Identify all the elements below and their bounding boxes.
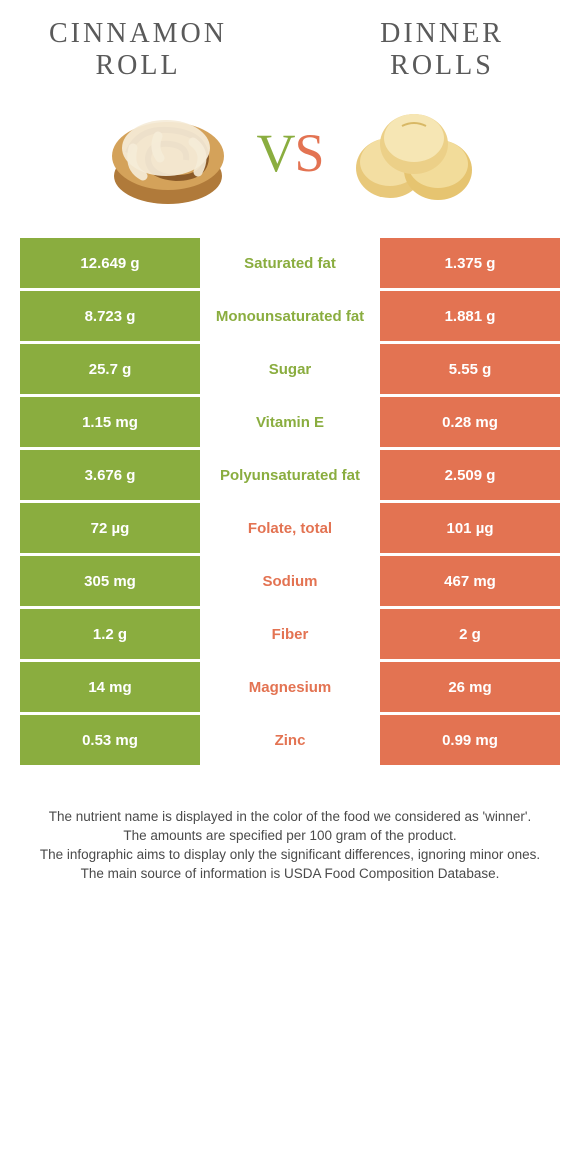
cinnamon-roll-icon	[98, 98, 238, 208]
header-row: CINNAMONROLL DINNERROLLS	[0, 0, 580, 88]
value-right: 2.509 g	[380, 450, 560, 500]
value-right: 26 mg	[380, 662, 560, 712]
vs-s: S	[294, 123, 323, 183]
value-right: 5.55 g	[380, 344, 560, 394]
footer-line-4: The main source of information is USDA F…	[26, 865, 554, 884]
nutrient-label: Saturated fat	[200, 238, 380, 288]
table-row: 1.2 gFiber2 g	[20, 609, 560, 659]
nutrient-label: Fiber	[200, 609, 380, 659]
table-row: 3.676 gPolyunsaturated fat2.509 g	[20, 450, 560, 500]
value-left: 8.723 g	[20, 291, 200, 341]
value-left: 14 mg	[20, 662, 200, 712]
vs-row: VS	[0, 88, 580, 238]
footer-line-2: The amounts are specified per 100 gram o…	[26, 827, 554, 846]
footer-line-1: The nutrient name is displayed in the co…	[26, 808, 554, 827]
table-row: 0.53 mgZinc0.99 mg	[20, 715, 560, 765]
nutrient-table: 12.649 gSaturated fat1.375 g8.723 gMonou…	[20, 238, 560, 765]
dinner-rolls-icon	[342, 98, 482, 208]
table-row: 305 mgSodium467 mg	[20, 556, 560, 606]
value-left: 25.7 g	[20, 344, 200, 394]
table-row: 14 mgMagnesium26 mg	[20, 662, 560, 712]
title-right: DINNERROLLS	[342, 18, 542, 82]
table-row: 72 µgFolate, total101 µg	[20, 503, 560, 553]
nutrient-label: Folate, total	[200, 503, 380, 553]
value-right: 101 µg	[380, 503, 560, 553]
nutrient-label: Polyunsaturated fat	[200, 450, 380, 500]
nutrient-label: Sugar	[200, 344, 380, 394]
value-left: 1.2 g	[20, 609, 200, 659]
table-row: 1.15 mgVitamin E0.28 mg	[20, 397, 560, 447]
table-row: 8.723 gMonounsaturated fat1.881 g	[20, 291, 560, 341]
nutrient-label: Zinc	[200, 715, 380, 765]
value-right: 2 g	[380, 609, 560, 659]
value-left: 0.53 mg	[20, 715, 200, 765]
table-row: 25.7 gSugar5.55 g	[20, 344, 560, 394]
value-left: 12.649 g	[20, 238, 200, 288]
vs-v: V	[256, 123, 294, 183]
value-right: 0.28 mg	[380, 397, 560, 447]
value-right: 1.375 g	[380, 238, 560, 288]
value-right: 0.99 mg	[380, 715, 560, 765]
value-left: 305 mg	[20, 556, 200, 606]
nutrient-label: Vitamin E	[200, 397, 380, 447]
value-left: 72 µg	[20, 503, 200, 553]
nutrient-label: Magnesium	[200, 662, 380, 712]
vs-label: VS	[256, 122, 323, 184]
title-left: CINNAMONROLL	[38, 18, 238, 82]
nutrient-label: Monounsaturated fat	[200, 291, 380, 341]
footer-notes: The nutrient name is displayed in the co…	[0, 768, 580, 904]
value-right: 1.881 g	[380, 291, 560, 341]
footer-line-3: The infographic aims to display only the…	[26, 846, 554, 865]
value-left: 3.676 g	[20, 450, 200, 500]
infographic-container: CINNAMONROLL DINNERROLLS VS 12.649 gSatu…	[0, 0, 580, 904]
value-right: 467 mg	[380, 556, 560, 606]
value-left: 1.15 mg	[20, 397, 200, 447]
nutrient-label: Sodium	[200, 556, 380, 606]
table-row: 12.649 gSaturated fat1.375 g	[20, 238, 560, 288]
